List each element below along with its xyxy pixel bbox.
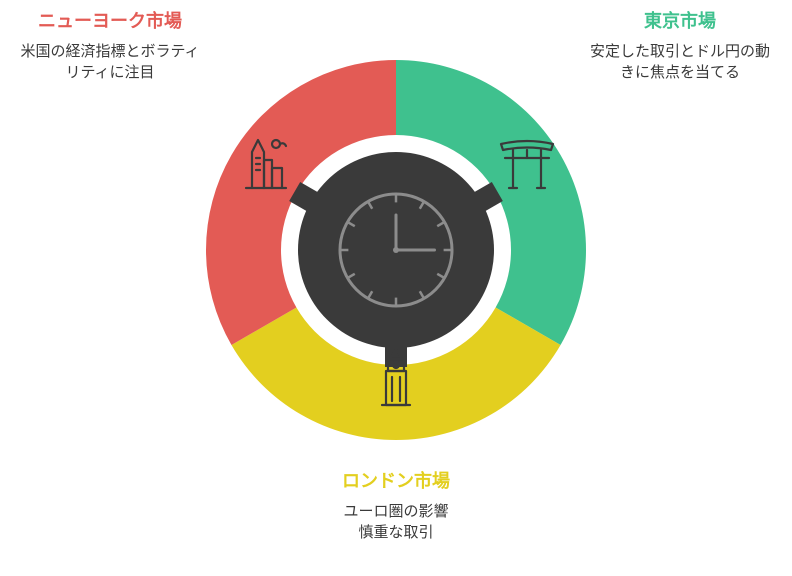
label-title-london: ロンドン市場: [306, 470, 486, 493]
label-desc-tokyo: 安定した取引とドル円の動きに焦点を当てる: [590, 41, 770, 83]
torii-icon: [495, 130, 559, 194]
label-desc-london: ユーロ圏の影響慎重な取引: [306, 501, 486, 543]
label-newyork: ニューヨーク市場米国の経済指標とボラティリティに注目: [20, 10, 200, 83]
label-desc-newyork: 米国の経済指標とボラティリティに注目: [20, 41, 200, 83]
label-tokyo: 東京市場安定した取引とドル円の動きに焦点を当てる: [590, 10, 770, 83]
skyline-icon: [232, 130, 296, 194]
bigben-icon: [364, 345, 428, 409]
diagram-stage: 東京市場安定した取引とドル円の動きに焦点を当てるロンドン市場ユーロ圏の影響慎重な…: [0, 0, 792, 576]
label-title-tokyo: 東京市場: [590, 10, 770, 33]
label-london: ロンドン市場ユーロ圏の影響慎重な取引: [306, 470, 486, 543]
label-title-newyork: ニューヨーク市場: [20, 10, 200, 33]
